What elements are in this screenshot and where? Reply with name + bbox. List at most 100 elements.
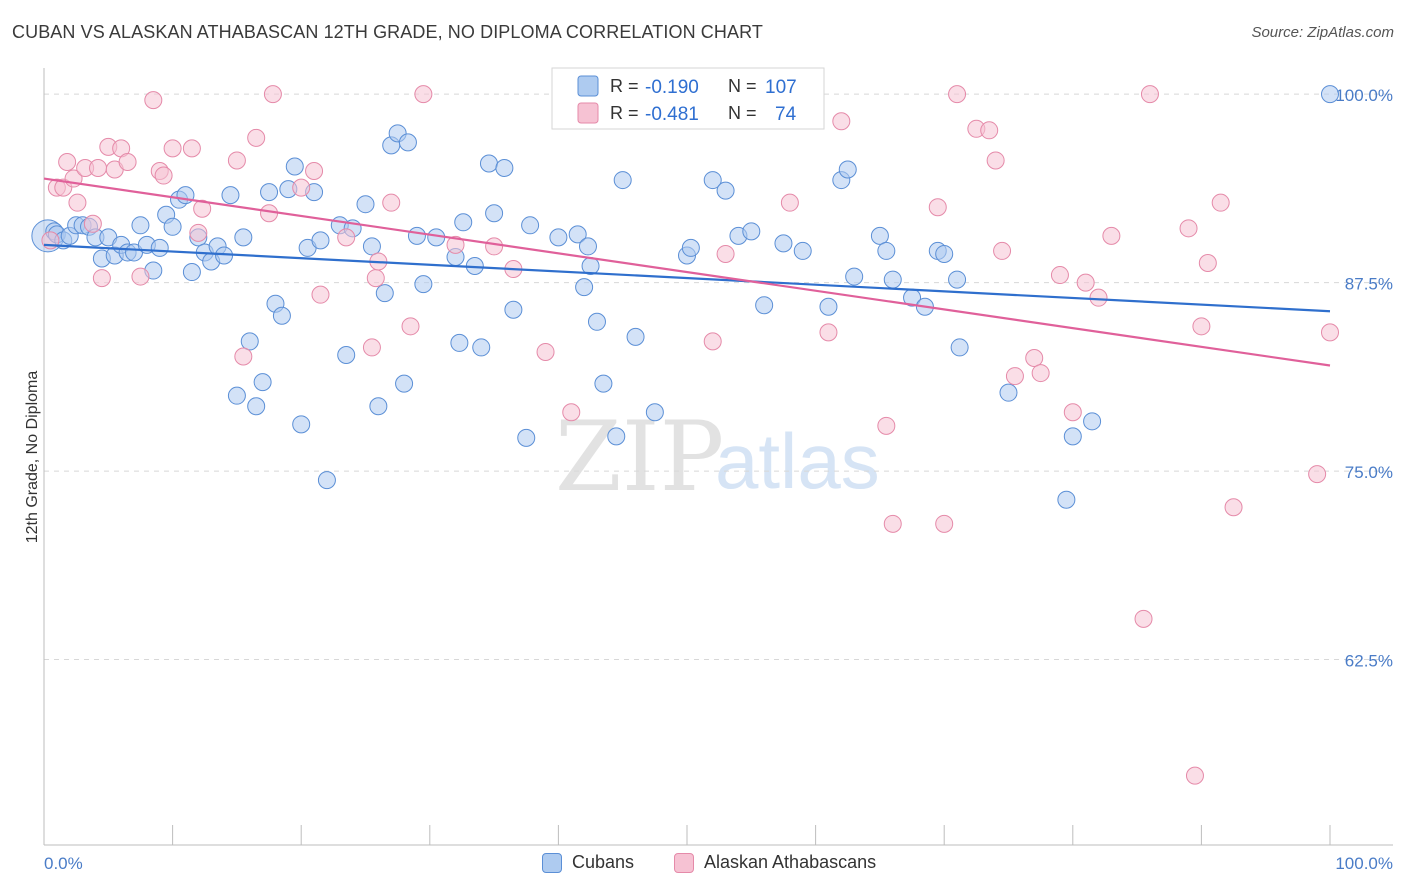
- cubans-point: [877, 241, 896, 260]
- alaskan-point: [883, 514, 902, 533]
- legend-r-value-1: -0.190: [645, 77, 699, 98]
- alaskan-point: [182, 139, 201, 158]
- alaskan-point: [980, 121, 999, 140]
- cubans-point: [742, 222, 761, 241]
- alaskan-point: [1089, 288, 1108, 307]
- alaskan-point: [382, 193, 401, 212]
- alaskan-point: [227, 151, 246, 170]
- bottom-legend: Cubans Alaskan Athabascans: [0, 852, 1406, 878]
- cubans-point: [935, 244, 954, 263]
- cubans-point: [395, 374, 414, 393]
- cubans-point: [568, 225, 587, 244]
- watermark: ZIP atlas: [555, 401, 880, 513]
- cubans-point: [407, 226, 426, 245]
- alaskan-point: [562, 403, 581, 422]
- cubans-point: [774, 234, 793, 253]
- cubans-point: [870, 226, 889, 245]
- alaskan-point: [292, 178, 311, 197]
- cubans-point: [681, 238, 700, 257]
- alaskan-point: [89, 159, 108, 178]
- alaskan-point: [1025, 348, 1044, 367]
- alaskan-point: [1211, 193, 1230, 212]
- legend-n-label-2: N =: [728, 103, 757, 123]
- cubans-point: [375, 284, 394, 303]
- source-label: Source: ZipAtlas.com: [1251, 24, 1394, 41]
- cubans-point: [472, 338, 491, 357]
- alaskan-point: [819, 323, 838, 342]
- alaskan-point: [1134, 609, 1153, 628]
- cubans-point: [495, 159, 514, 178]
- cubans-point: [517, 428, 536, 447]
- y-tick-label: 62.5%: [1345, 652, 1393, 671]
- cubans-point: [819, 297, 838, 316]
- alaskan-point: [1192, 317, 1211, 336]
- alaskan-point: [986, 151, 1005, 170]
- alaskan-point: [234, 347, 253, 366]
- x-tick-right: 100.0%: [1335, 854, 1393, 873]
- watermark-atlas: atlas: [715, 417, 880, 505]
- legend-n-value-2: 74: [775, 104, 797, 125]
- cubans-point: [845, 267, 864, 286]
- alaskan-point: [1185, 766, 1204, 785]
- legend-r-label-2: R =: [610, 103, 639, 123]
- alaskan-point: [131, 267, 150, 286]
- alaskan-point: [1005, 367, 1024, 386]
- series-alaskan-athabascans: [41, 85, 1339, 785]
- alaskan-point: [144, 91, 163, 110]
- cubans-swatch: [542, 852, 562, 873]
- alaskan-point: [446, 235, 465, 254]
- axes: 100.0% 87.5% 75.0% 62.5%: [43, 68, 1393, 846]
- cubans-point: [272, 306, 291, 325]
- alaskan-point: [154, 166, 173, 185]
- legend-item-cubans: Cubans: [542, 852, 634, 873]
- cubans-point: [260, 183, 279, 202]
- alaskan-point: [1063, 403, 1082, 422]
- alaskan-point: [92, 269, 111, 288]
- alaskan-point: [401, 317, 420, 336]
- top-legend: R = -0.190 N = 107 R = -0.481 N = 74: [551, 67, 825, 130]
- cubans-point: [253, 373, 272, 392]
- watermark-zip: ZIP: [555, 401, 724, 513]
- alaskan-point: [1031, 364, 1050, 383]
- alaskan-point: [1050, 266, 1069, 285]
- cubans-point: [521, 216, 540, 235]
- cubans-point: [450, 333, 469, 352]
- trend-lines: [43, 177, 1331, 367]
- cubans-point: [793, 241, 812, 260]
- cubans-point: [999, 383, 1018, 402]
- alaskan-point: [536, 342, 555, 361]
- cubans-point: [479, 154, 498, 173]
- alaskan-point: [1140, 85, 1159, 104]
- cubans-point: [131, 216, 150, 235]
- alaskan-point: [118, 152, 137, 171]
- cubans-point: [549, 228, 568, 247]
- cubans-point: [356, 195, 375, 214]
- alaskan-point: [1224, 498, 1243, 517]
- legend-n-label-1: N =: [728, 76, 757, 96]
- cubans-point: [485, 204, 504, 223]
- cubans-point: [362, 237, 381, 256]
- legend-item-alaskan: Alaskan Athabascans: [674, 852, 876, 873]
- alaskan-point: [263, 85, 282, 104]
- cubans-point: [575, 278, 594, 297]
- alaskan-point: [780, 193, 799, 212]
- alaskan-point: [948, 85, 967, 104]
- cubans-point: [578, 237, 597, 256]
- cubans-point: [454, 213, 473, 232]
- cubans-point: [1083, 412, 1102, 431]
- alaskan-point: [877, 416, 896, 435]
- cubans-point: [883, 270, 902, 289]
- alaskan-point: [1308, 465, 1327, 484]
- cubans-point: [950, 338, 969, 357]
- cubans-point: [247, 397, 266, 416]
- cubans-point: [234, 228, 253, 247]
- alaskan-point: [247, 128, 266, 147]
- cubans-point: [221, 186, 240, 205]
- cubans-point: [292, 415, 311, 434]
- alaskan-point: [414, 85, 433, 104]
- cubans-point: [1063, 427, 1082, 446]
- cubans-point: [587, 312, 606, 331]
- legend-swatch-alaskan: [577, 102, 599, 124]
- alaskan-point: [193, 199, 212, 218]
